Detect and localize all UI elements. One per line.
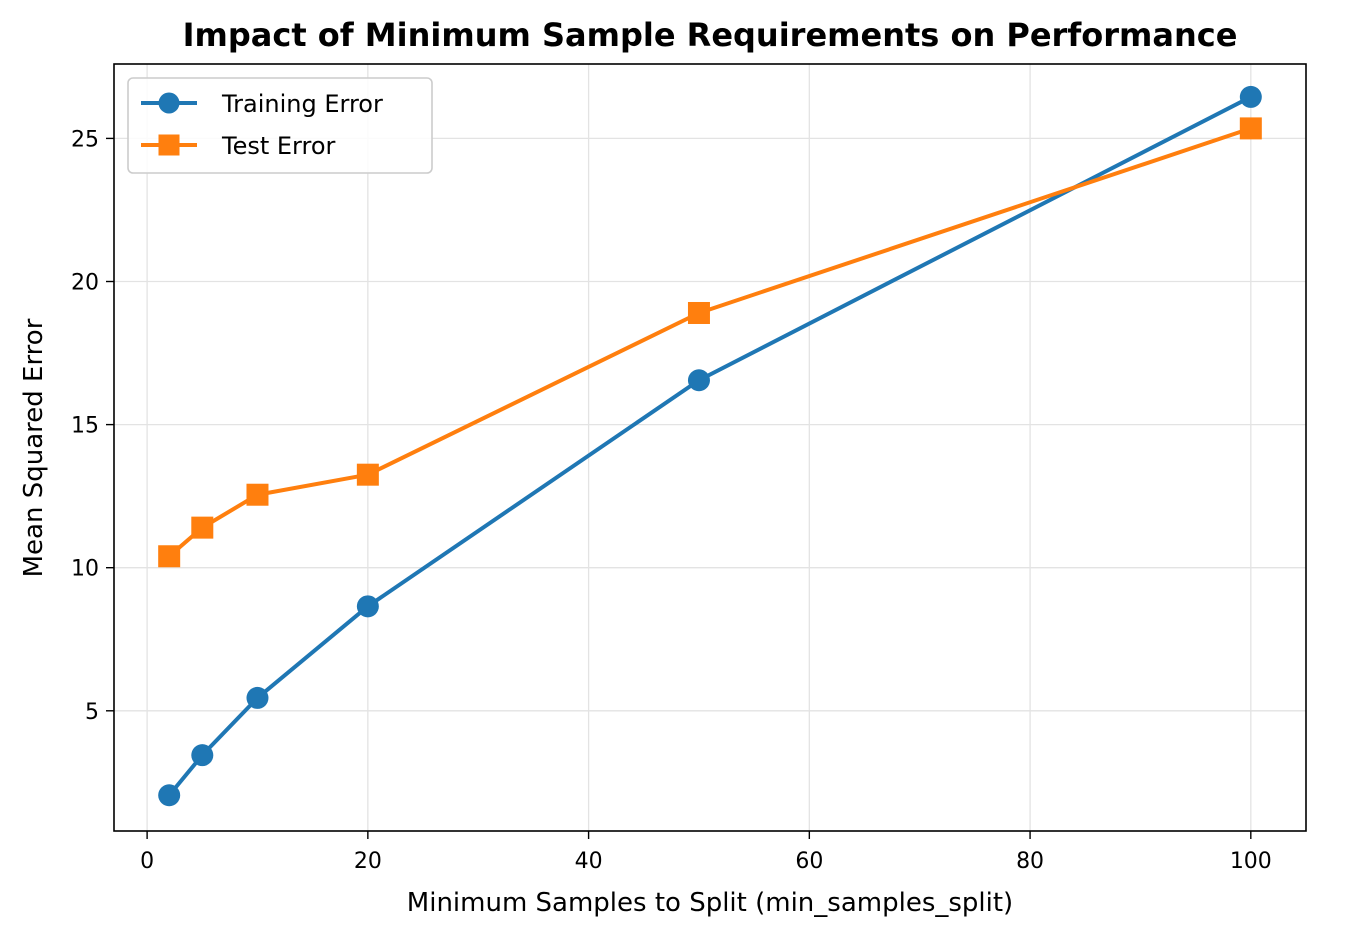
series-line-training <box>167 95 1252 797</box>
legend-marker-test <box>158 134 180 156</box>
y-tick-label: 25 <box>71 127 99 152</box>
data-point-test <box>246 483 269 506</box>
x-tick-label: 60 <box>795 849 823 874</box>
series-line-test <box>167 126 1252 558</box>
chart-title: Impact of Minimum Sample Requirements on… <box>183 16 1238 54</box>
data-point-training <box>246 686 269 709</box>
grid-lines <box>114 64 1306 831</box>
x-axis-ticks: 0 20 40 60 80 100 <box>140 831 1272 874</box>
plot-area-frame <box>113 63 1307 832</box>
data-point-training <box>1239 85 1262 108</box>
x-tick-label: 80 <box>1016 849 1044 874</box>
legend-item-test: Test Error <box>141 132 336 160</box>
x-axis-label: Minimum Samples to Split (min_samples_sp… <box>407 888 1013 918</box>
legend-marker-training <box>158 92 180 114</box>
data-point-test <box>191 516 214 539</box>
y-tick-label: 5 <box>85 700 99 725</box>
x-tick-label: 40 <box>575 849 603 874</box>
y-tick-label: 15 <box>71 414 99 439</box>
legend-label-test: Test Error <box>221 132 336 160</box>
legend-label-training: Training Error <box>221 90 383 118</box>
legend-item-training: Training Error <box>141 90 383 118</box>
x-tick-label: 0 <box>140 849 154 874</box>
series-test <box>158 117 1262 568</box>
series-layer <box>158 85 1262 807</box>
y-axis-ticks: 5 10 15 20 25 <box>71 127 114 725</box>
data-point-training <box>687 369 710 392</box>
data-point-test <box>687 301 710 324</box>
y-axis-label: Mean Squared Error <box>19 318 49 577</box>
data-point-test <box>356 463 379 486</box>
data-point-training <box>191 744 214 767</box>
x-tick-label: 100 <box>1230 849 1272 874</box>
data-point-training <box>158 784 181 807</box>
data-point-test <box>158 545 181 568</box>
legend-box <box>127 77 433 174</box>
y-tick-label: 20 <box>71 271 99 296</box>
y-tick-label: 10 <box>71 557 99 582</box>
data-point-training <box>356 595 379 618</box>
x-tick-label: 20 <box>354 849 382 874</box>
data-point-test <box>1239 117 1262 140</box>
series-training <box>158 85 1262 807</box>
legend: Training Error Test Error <box>127 77 433 174</box>
